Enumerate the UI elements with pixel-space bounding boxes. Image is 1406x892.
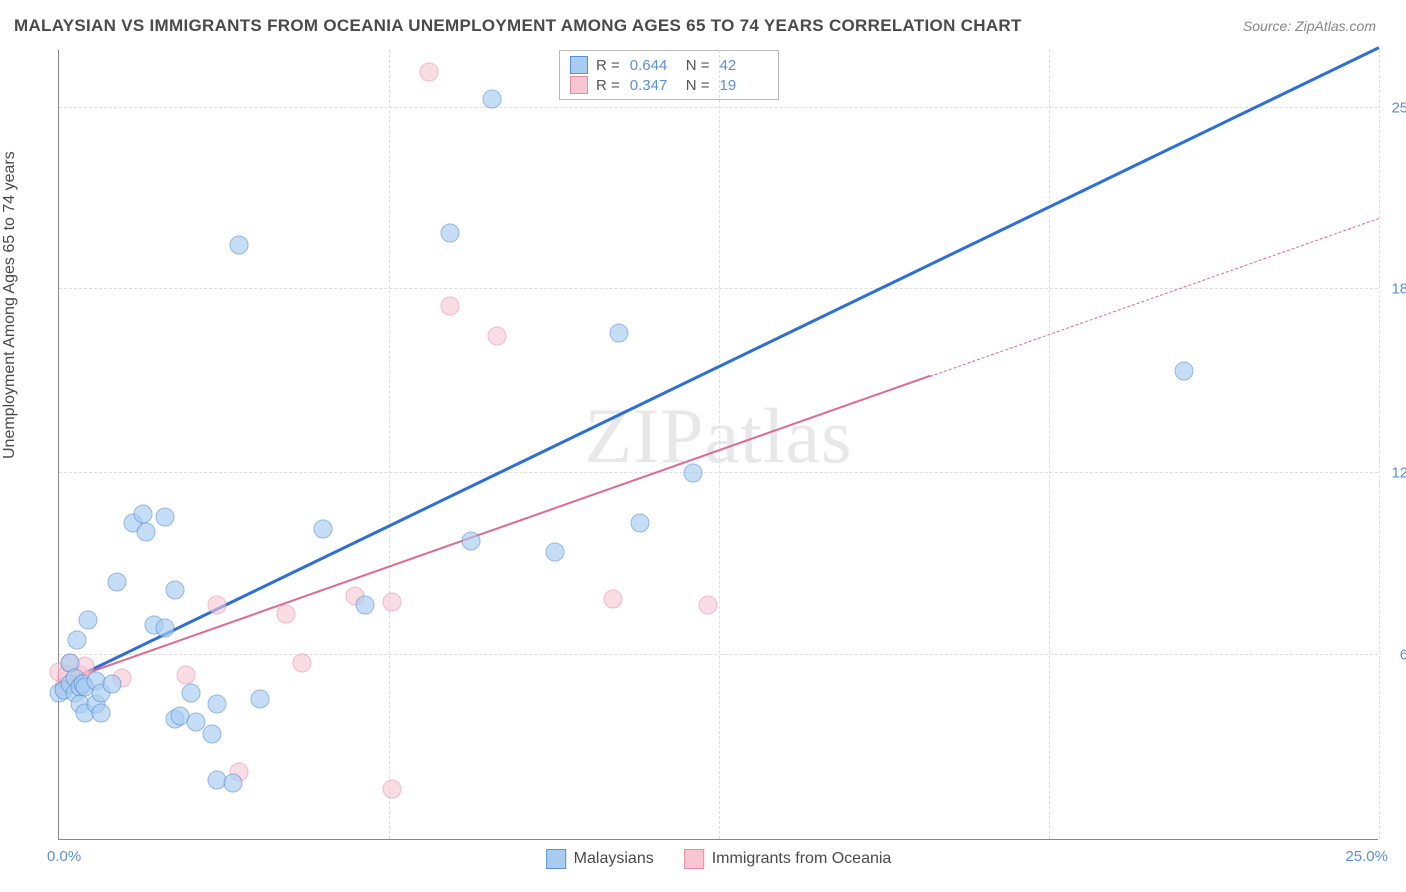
- legend-row-oceania: R = 0.347 N = 19: [570, 75, 768, 95]
- data-point-malaysians: [440, 224, 459, 243]
- legend-n-value-1: 19: [720, 77, 768, 94]
- data-point-malaysians: [102, 674, 121, 693]
- data-point-oceania: [292, 654, 311, 673]
- data-point-malaysians: [134, 505, 153, 524]
- data-point-malaysians: [250, 689, 269, 708]
- y-tick-label: 6.3%: [1384, 646, 1406, 663]
- data-point-malaysians: [155, 619, 174, 638]
- legend-swatch-malaysians: [570, 56, 588, 74]
- legend-swatch-malaysians: [546, 849, 566, 869]
- data-point-malaysians: [314, 519, 333, 538]
- legend-label-malaysians: Malaysians: [574, 850, 654, 868]
- gridline-vertical: [389, 50, 390, 839]
- data-point-malaysians: [182, 683, 201, 702]
- data-point-malaysians: [1174, 361, 1193, 380]
- correlation-legend: R = 0.644 N = 42 R = 0.347 N = 19: [559, 50, 779, 100]
- data-point-malaysians: [630, 514, 649, 533]
- data-point-oceania: [382, 593, 401, 612]
- data-point-malaysians: [546, 543, 565, 562]
- data-point-malaysians: [224, 774, 243, 793]
- legend-item-oceania: Immigrants from Oceania: [684, 849, 892, 869]
- data-point-malaysians: [229, 236, 248, 255]
- legend-swatch-oceania: [570, 76, 588, 94]
- data-point-malaysians: [92, 704, 111, 723]
- data-point-malaysians: [155, 508, 174, 527]
- data-point-malaysians: [609, 323, 628, 342]
- source-credit: Source: ZipAtlas.com: [1243, 18, 1376, 34]
- x-tick-max: 25.0%: [1345, 848, 1388, 865]
- series-legend: Malaysians Immigrants from Oceania: [546, 849, 892, 869]
- y-tick-label: 25.0%: [1384, 99, 1406, 116]
- data-point-oceania: [277, 604, 296, 623]
- data-point-oceania: [176, 666, 195, 685]
- legend-r-label: R =: [596, 57, 620, 74]
- data-point-malaysians: [203, 724, 222, 743]
- data-point-malaysians: [482, 89, 501, 108]
- y-tick-label: 18.8%: [1384, 280, 1406, 297]
- data-point-malaysians: [461, 531, 480, 550]
- legend-item-malaysians: Malaysians: [546, 849, 654, 869]
- data-point-malaysians: [208, 695, 227, 714]
- chart-container: MALAYSIAN VS IMMIGRANTS FROM OCEANIA UNE…: [0, 0, 1406, 892]
- y-axis-label: Unemployment Among Ages 65 to 74 years: [1, 151, 19, 459]
- data-point-oceania: [382, 780, 401, 799]
- regression-line: [930, 218, 1379, 377]
- data-point-malaysians: [108, 572, 127, 591]
- legend-label-oceania: Immigrants from Oceania: [712, 850, 892, 868]
- data-point-malaysians: [356, 595, 375, 614]
- data-point-oceania: [440, 297, 459, 316]
- legend-n-label: N =: [686, 77, 710, 94]
- plot-area: ZIPatlas 0.0% 25.0% R = 0.644 N = 42 R =…: [58, 50, 1378, 840]
- data-point-malaysians: [137, 522, 156, 541]
- regression-line: [59, 375, 931, 684]
- data-point-malaysians: [166, 581, 185, 600]
- legend-r-value-1: 0.347: [630, 77, 678, 94]
- legend-n-label: N =: [686, 57, 710, 74]
- legend-r-value-0: 0.644: [630, 57, 678, 74]
- data-point-oceania: [208, 595, 227, 614]
- data-point-malaysians: [68, 631, 87, 650]
- data-point-oceania: [699, 595, 718, 614]
- legend-row-malaysians: R = 0.644 N = 42: [570, 55, 768, 75]
- legend-n-value-0: 42: [720, 57, 768, 74]
- gridline-vertical: [1379, 50, 1380, 839]
- gridline-vertical: [1049, 50, 1050, 839]
- legend-swatch-oceania: [684, 849, 704, 869]
- data-point-malaysians: [683, 464, 702, 483]
- chart-title: MALAYSIAN VS IMMIGRANTS FROM OCEANIA UNE…: [14, 16, 1022, 36]
- data-point-oceania: [488, 326, 507, 345]
- y-tick-label: 12.5%: [1384, 465, 1406, 482]
- x-tick-min: 0.0%: [47, 848, 81, 865]
- legend-r-label: R =: [596, 77, 620, 94]
- data-point-oceania: [419, 63, 438, 82]
- gridline-vertical: [719, 50, 720, 839]
- data-point-malaysians: [79, 610, 98, 629]
- data-point-oceania: [604, 590, 623, 609]
